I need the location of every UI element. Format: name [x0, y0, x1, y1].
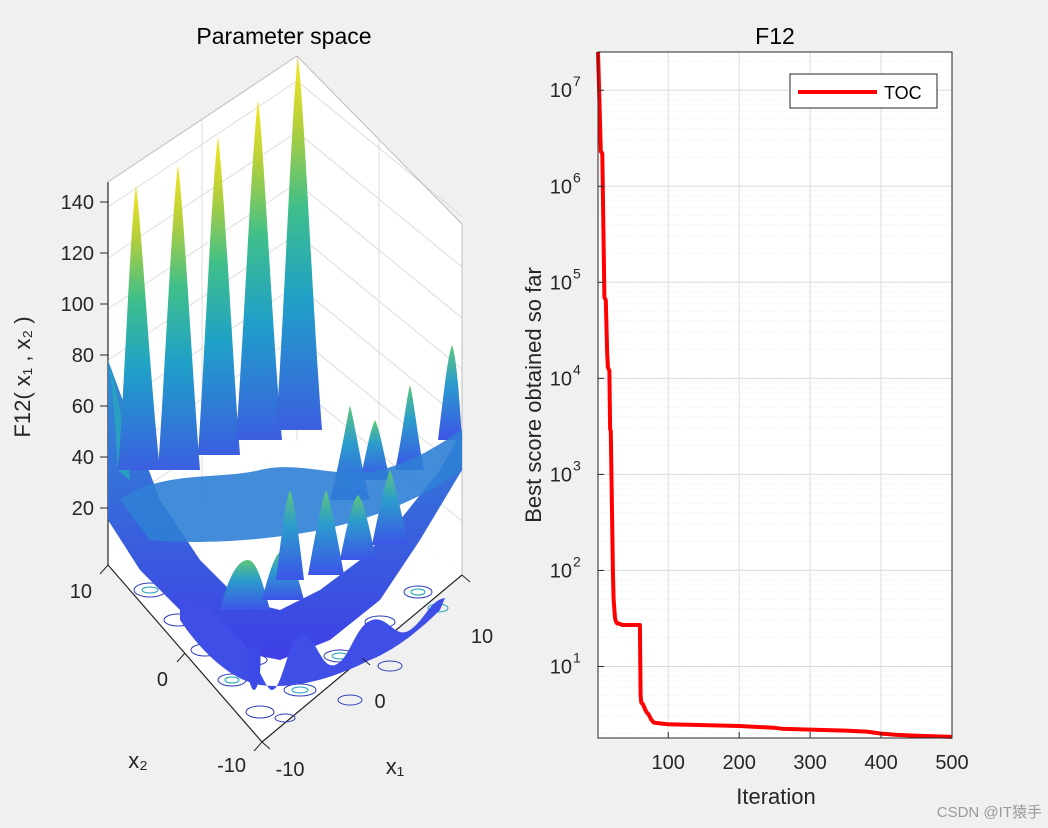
y-tick-exponent: 3: [573, 457, 581, 473]
y-tick-label: 10 6: [550, 169, 581, 198]
z-tick-label: 140: [61, 192, 94, 214]
z-tick-label: 120: [61, 243, 94, 265]
x-tick-label: 300: [793, 752, 826, 774]
y-tick-exponent: 5: [573, 265, 581, 281]
x-tick-label: 500: [935, 752, 968, 774]
left-plot-title: Parameter space: [196, 23, 371, 49]
y-tick-exponent: 6: [573, 169, 581, 185]
y-tick-base: 10: [550, 272, 572, 294]
y-tick-exponent: 4: [573, 361, 581, 377]
z-axis-label: F12( x₁ , x₂ ): [10, 316, 35, 437]
z-tick-label: 60: [72, 396, 94, 418]
z-tick-label: 40: [72, 447, 94, 469]
axes-frame: [597, 51, 953, 739]
y-tick-exponent: 2: [573, 553, 581, 569]
x-tick-label: 400: [864, 752, 897, 774]
surface-plot: 140 120 100 80 60 40 20 10 0 -10 -10 0 1…: [10, 23, 493, 781]
grid-lines: [598, 52, 953, 738]
x2-tick-labels: 10 0 -10: [70, 581, 246, 777]
x1-tick-labels: -10 0 10: [276, 626, 494, 781]
x2-tick-label: 10: [70, 581, 92, 603]
right-plot-title: F12: [755, 23, 795, 49]
y-tick-base: 10: [550, 656, 572, 678]
z-tick-labels: 140 120 100 80 60 40 20: [61, 192, 94, 520]
z-tick-label: 100: [61, 294, 94, 316]
x-axis-label: Iteration: [736, 784, 816, 809]
y-tick-base: 10: [550, 176, 572, 198]
watermark: CSDN @IT猿手: [936, 804, 1042, 821]
x-tick-label: 100: [652, 752, 685, 774]
x1-tick-label: 10: [471, 626, 493, 648]
y-tick-base: 10: [550, 368, 572, 390]
y-tick-label: 10 2: [550, 553, 581, 582]
x1-axis-label: x₁: [386, 754, 404, 779]
x1-tick-label: -10: [276, 759, 305, 781]
z-tick-label: 20: [72, 498, 94, 520]
legend-entry: TOC: [884, 83, 922, 103]
surface-mesh: [108, 58, 462, 690]
y-tick-label: 10 4: [550, 361, 581, 390]
y-tick-label: 10 1: [550, 649, 581, 678]
series-line-group: [596, 51, 953, 739]
y-tick-base: 10: [550, 560, 572, 582]
y-axis-label: Best score obtained so far: [521, 267, 546, 523]
axes-background: [598, 52, 952, 738]
y-tick-base: 10: [550, 80, 572, 102]
x2-tick-label: 0: [157, 669, 168, 691]
x-tick-label: 200: [722, 752, 755, 774]
x2-axis-label: x₂: [128, 748, 148, 773]
y-tick-exponent: 1: [573, 649, 581, 665]
y-tick-label: 10 3: [550, 457, 581, 486]
y-tick-base: 10: [550, 464, 572, 486]
y-tick-label: 10 5: [550, 265, 581, 294]
z-tick-label: 80: [72, 345, 94, 367]
y-tick-label: 10 7: [550, 73, 581, 102]
legend: TOC: [789, 73, 938, 109]
x2-tick-label: -10: [217, 755, 246, 777]
x1-tick-label: 0: [374, 691, 385, 713]
series-line-toc: [596, 51, 953, 739]
x-tick-labels: 100 200 300 400 500: [652, 732, 969, 774]
y-tick-exponent: 7: [573, 73, 581, 89]
